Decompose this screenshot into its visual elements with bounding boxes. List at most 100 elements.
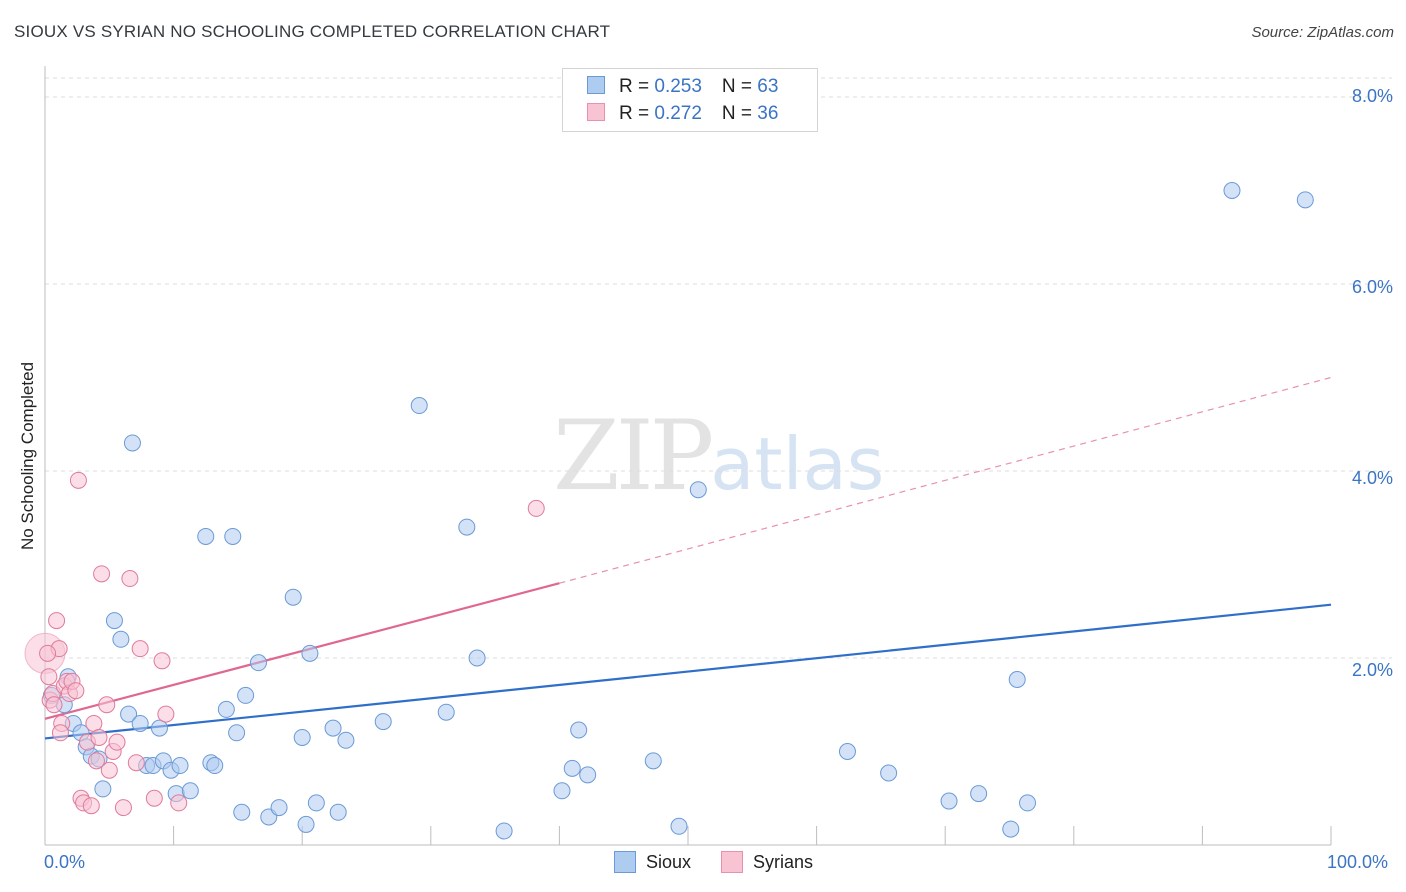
- syrians-point: [157, 705, 175, 723]
- sioux-point: [105, 612, 123, 630]
- syrians-point: [121, 570, 139, 588]
- sioux-trend-line: [44, 603, 1332, 740]
- sioux-point: [94, 780, 112, 798]
- sioux-point: [228, 724, 246, 742]
- sioux-point: [150, 719, 168, 737]
- trend-lines: [44, 376, 1332, 740]
- sioux-point: [579, 766, 597, 784]
- sioux-legend-swatch: [614, 851, 636, 873]
- axes: [44, 66, 1332, 846]
- r-value: 0.272: [654, 103, 702, 124]
- syrians-point: [131, 640, 149, 658]
- series-legend: Sioux Syrians: [614, 851, 843, 873]
- syrians-point: [527, 499, 545, 517]
- watermark-zip: ZIP: [553, 400, 714, 512]
- sioux-point: [670, 817, 688, 835]
- sioux-point: [644, 752, 662, 770]
- sioux-point: [206, 757, 224, 775]
- sioux-point: [337, 731, 355, 749]
- sioux-point: [307, 794, 325, 812]
- syrians-point: [153, 652, 171, 670]
- syrians-point: [67, 682, 85, 700]
- sioux-point: [233, 803, 251, 821]
- syrians-point: [170, 794, 188, 812]
- sioux-point: [563, 759, 581, 777]
- y-tick-label: 6.0%: [1351, 277, 1393, 297]
- legend-label-syrians: Syrians: [753, 851, 814, 872]
- legend-label-sioux: Sioux: [646, 851, 692, 872]
- sioux-point: [970, 785, 988, 803]
- sioux-point: [329, 803, 347, 821]
- sioux-point: [224, 527, 242, 545]
- sioux-point: [495, 822, 513, 840]
- sioux-point: [181, 782, 199, 800]
- syrians-point: [145, 789, 163, 807]
- sioux-point: [1008, 671, 1026, 689]
- sioux-point: [297, 815, 315, 833]
- sioux-point: [249, 654, 267, 672]
- watermark-atlas: atlas: [710, 422, 885, 506]
- stats-legend: R = 0.253 N = 63 R = 0.272 N = 36: [562, 68, 818, 132]
- syrians-point: [51, 724, 69, 742]
- sioux-point: [270, 799, 288, 817]
- sioux-point: [237, 686, 255, 704]
- sioux-swatch: [587, 76, 605, 94]
- sioux-point: [374, 713, 392, 731]
- sioux-point: [284, 588, 302, 606]
- n-label: N =: [721, 76, 758, 97]
- x-tick-label-min: 0.0%: [44, 852, 86, 872]
- y-tick-label: 4.0%: [1351, 468, 1393, 488]
- syrians-point: [100, 761, 118, 779]
- sioux-point: [838, 743, 856, 760]
- sioux-point: [301, 644, 319, 662]
- sioux-point: [458, 518, 476, 536]
- sioux-point: [131, 714, 149, 732]
- legend-item-sioux[interactable]: Sioux: [614, 851, 691, 873]
- r-value: 0.253: [654, 76, 702, 97]
- sioux-point: [468, 649, 486, 667]
- sioux-point: [1223, 182, 1241, 199]
- sioux-point: [324, 719, 342, 737]
- syrians-point: [93, 565, 111, 583]
- syrians-point: [127, 754, 145, 772]
- sioux-point: [112, 630, 130, 648]
- syrians-legend-swatch: [721, 851, 744, 873]
- n-label: N =: [721, 103, 758, 124]
- sioux-point: [293, 728, 311, 746]
- sioux-point: [120, 705, 138, 723]
- sioux-point: [171, 757, 189, 775]
- r-label: R =: [619, 103, 655, 124]
- syrians-point: [69, 471, 87, 489]
- sioux-point: [880, 764, 898, 782]
- sioux-point: [410, 397, 428, 415]
- data-points: [24, 182, 1314, 840]
- syrians-point: [108, 733, 126, 751]
- syrians-point: [90, 728, 108, 746]
- syrians-point: [87, 752, 105, 770]
- sioux-point: [123, 434, 141, 452]
- syrians-point: [98, 696, 116, 714]
- sioux-point: [197, 527, 215, 545]
- syrians-point: [114, 799, 132, 817]
- n-value: 36: [757, 103, 779, 124]
- sioux-point: [217, 700, 235, 718]
- x-tick-label-max: 100.0%: [1327, 852, 1389, 872]
- sioux-point: [437, 703, 455, 721]
- stats-row-sioux: R = 0.253 N = 63: [587, 75, 779, 99]
- legend-item-syrians[interactable]: Syrians: [721, 851, 813, 873]
- sioux-point: [940, 792, 958, 810]
- syrians-point: [48, 612, 66, 630]
- gridlines: [45, 77, 1392, 659]
- syrians-swatch: [587, 103, 605, 121]
- n-value: 63: [757, 76, 779, 97]
- stats-row-syrians: R = 0.272 N = 36: [587, 102, 779, 126]
- y-tick-label: 2.0%: [1351, 660, 1393, 680]
- syrians-point: [82, 797, 100, 815]
- sioux-point: [1002, 820, 1020, 838]
- sioux-point: [1019, 794, 1037, 812]
- y-tick-label: 8.0%: [1351, 86, 1393, 106]
- sioux-point: [1296, 191, 1314, 209]
- syrians-point: [39, 644, 57, 662]
- syrians-trend-extension: [559, 376, 1332, 584]
